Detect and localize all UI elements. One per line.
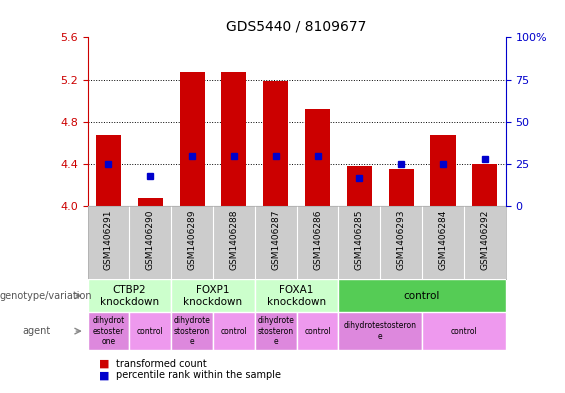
Bar bbox=[263, 81, 288, 206]
Text: dihydrot
estoster
one: dihydrot estoster one bbox=[92, 316, 125, 346]
Text: GSM1406288: GSM1406288 bbox=[229, 210, 238, 270]
Text: FOXP1
knockdown: FOXP1 knockdown bbox=[184, 285, 242, 307]
Bar bbox=[255, 279, 338, 312]
Bar bbox=[88, 312, 129, 350]
Text: GSM1406290: GSM1406290 bbox=[146, 210, 155, 270]
Text: transformed count: transformed count bbox=[116, 358, 207, 369]
Bar bbox=[88, 279, 171, 312]
Bar bbox=[180, 72, 205, 206]
Text: control: control bbox=[404, 291, 440, 301]
Text: agent: agent bbox=[23, 326, 51, 336]
Text: dihydrote
stosteron
e: dihydrote stosteron e bbox=[257, 316, 294, 346]
Text: GSM1406293: GSM1406293 bbox=[397, 210, 406, 270]
Bar bbox=[297, 312, 338, 350]
Bar bbox=[472, 164, 497, 206]
Text: GSM1406286: GSM1406286 bbox=[313, 210, 322, 270]
Bar bbox=[431, 134, 455, 206]
Text: control: control bbox=[304, 327, 331, 336]
Bar bbox=[389, 169, 414, 206]
Bar bbox=[129, 312, 171, 350]
Bar bbox=[221, 72, 246, 206]
Text: dihydrotestosteron
e: dihydrotestosteron e bbox=[344, 321, 417, 341]
Bar bbox=[305, 109, 330, 206]
Bar bbox=[213, 312, 255, 350]
Text: control: control bbox=[450, 327, 477, 336]
Text: ■: ■ bbox=[99, 358, 110, 369]
Text: GSM1406287: GSM1406287 bbox=[271, 210, 280, 270]
Bar bbox=[338, 279, 506, 312]
Bar bbox=[338, 312, 422, 350]
Text: control: control bbox=[220, 327, 247, 336]
Text: FOXA1
knockdown: FOXA1 knockdown bbox=[267, 285, 326, 307]
Text: dihydrote
stosteron
e: dihydrote stosteron e bbox=[173, 316, 211, 346]
Text: GSM1406285: GSM1406285 bbox=[355, 210, 364, 270]
Text: CTBP2
knockdown: CTBP2 knockdown bbox=[100, 285, 159, 307]
Text: percentile rank within the sample: percentile rank within the sample bbox=[116, 370, 281, 380]
Text: genotype/variation: genotype/variation bbox=[0, 291, 93, 301]
Text: GSM1406289: GSM1406289 bbox=[188, 210, 197, 270]
Bar bbox=[171, 279, 255, 312]
Text: GSM1406291: GSM1406291 bbox=[104, 210, 113, 270]
Text: GDS5440 / 8109677: GDS5440 / 8109677 bbox=[227, 19, 367, 33]
Text: ■: ■ bbox=[99, 370, 110, 380]
Bar bbox=[138, 198, 163, 206]
Bar bbox=[422, 312, 506, 350]
Text: GSM1406284: GSM1406284 bbox=[438, 210, 447, 270]
Bar bbox=[255, 312, 297, 350]
Bar bbox=[171, 312, 213, 350]
Text: control: control bbox=[137, 327, 164, 336]
Bar bbox=[96, 134, 121, 206]
Bar bbox=[347, 166, 372, 206]
Text: GSM1406292: GSM1406292 bbox=[480, 210, 489, 270]
